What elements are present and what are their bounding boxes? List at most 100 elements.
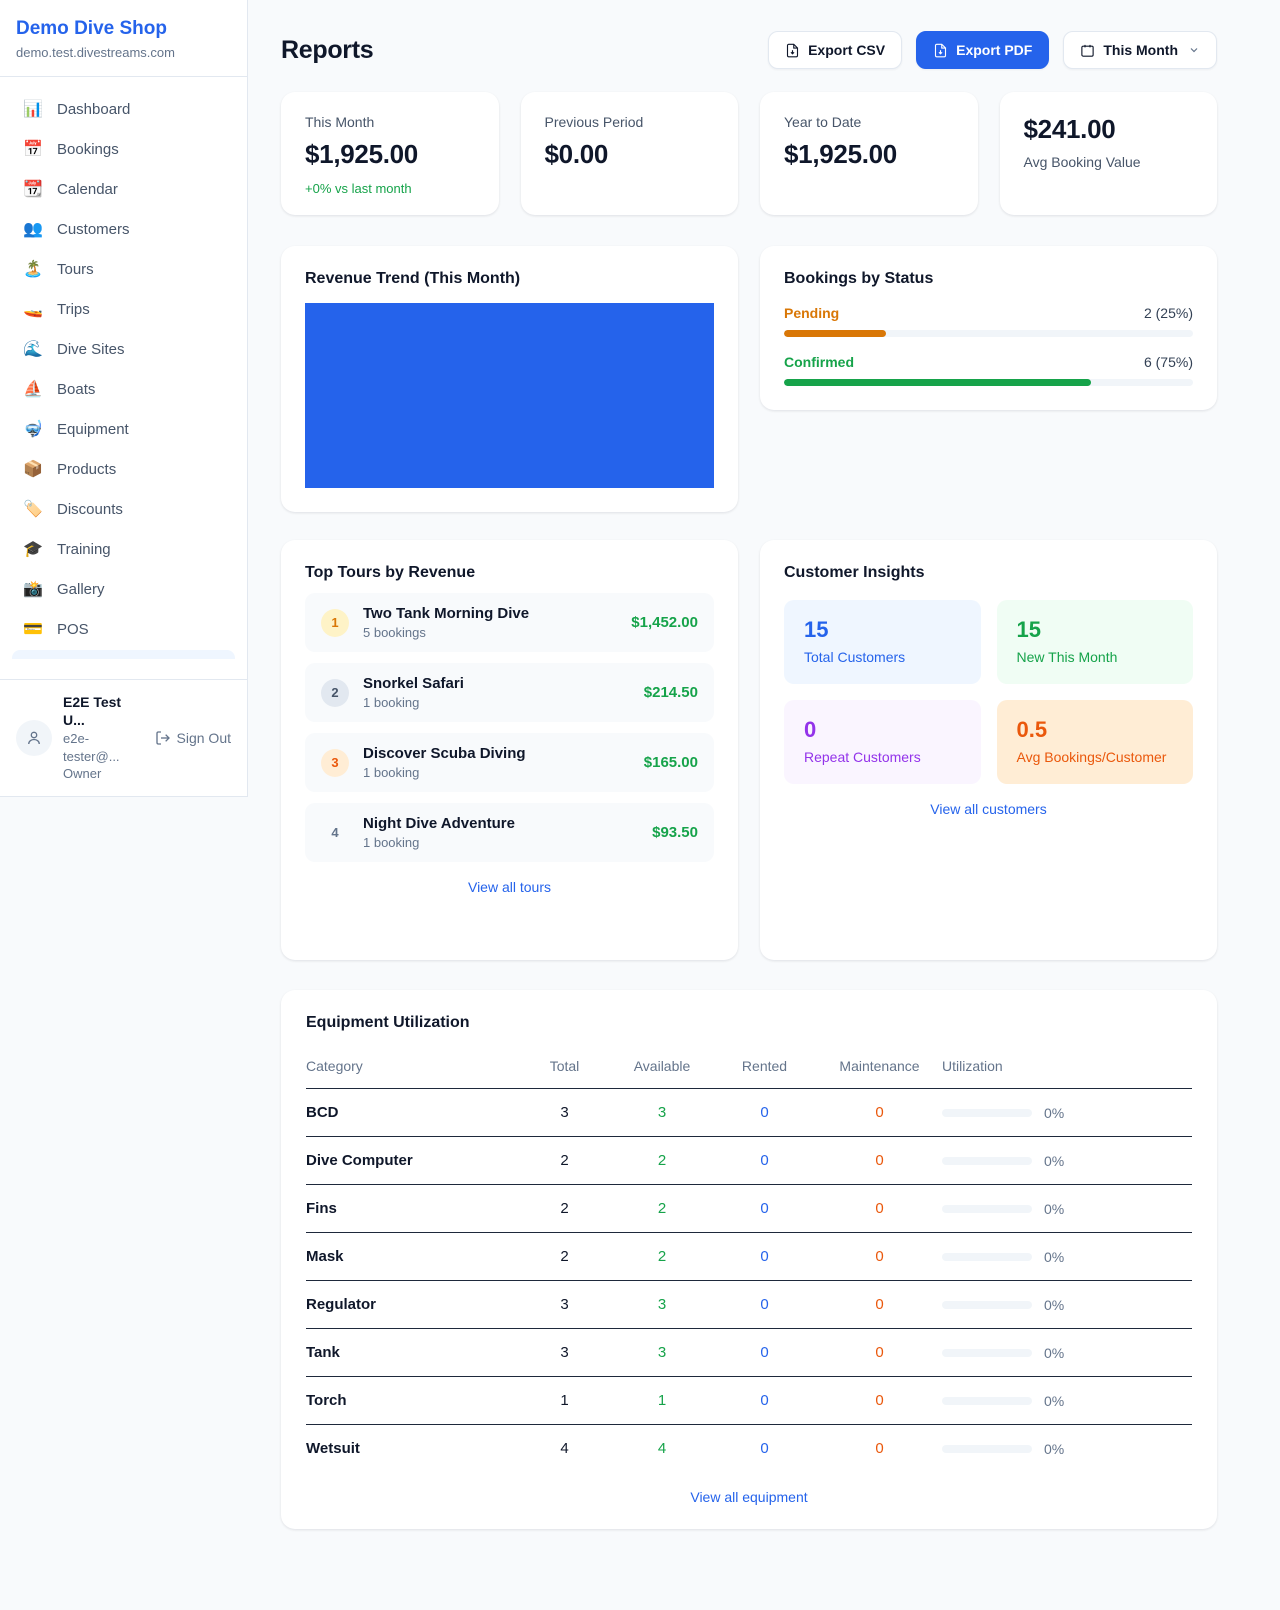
equipment-utilization-card: Equipment Utilization Category Total Ava… [281,990,1217,1529]
sidebar-item-reports-partial[interactable] [12,650,235,659]
equipment-rented: 0 [760,1392,769,1409]
table-row: Mask 2 2 0 0 0% [306,1233,1192,1281]
sidebar-item-discounts[interactable]: 🏷️ Discounts [12,489,235,529]
sidebar-item-dive-sites[interactable]: 🌊 Dive Sites [12,329,235,369]
table-row: Dive Computer 2 2 0 0 0% [306,1137,1192,1185]
sidebar-item-calendar[interactable]: 📆 Calendar [12,169,235,209]
revenue-trend-card: Revenue Trend (This Month) [281,246,738,512]
table-row: Regulator 3 3 0 0 0% [306,1281,1192,1329]
tour-bookings: 1 booking [363,765,420,780]
tour-row[interactable]: 3 Discover Scuba Diving 1 booking $165.0… [305,733,714,792]
user-info: E2E Test U... e2e-tester@... Owner [63,693,144,783]
utilization-percent: 0% [1044,1344,1065,1361]
header-actions: Export CSV Export PDF This Month [768,31,1217,69]
user-email: e2e-tester@... [63,731,120,764]
sidebar-item-label: Boats [57,380,96,398]
sidebar-item-dashboard[interactable]: 📊 Dashboard [12,89,235,129]
equipment-total: 2 [560,1248,569,1265]
insight-tile-avg-bookings: 0.5 Avg Bookings/Customer [996,700,1193,784]
insight-tile-repeat-customers: 0 Repeat Customers [784,700,981,784]
stat-value: $1,925.00 [784,139,897,169]
sidebar-item-boats[interactable]: ⛵ Boats [12,369,235,409]
calendar-icon [1081,44,1095,57]
tour-row[interactable]: 1 Two Tank Morning Dive 5 bookings $1,45… [305,593,714,652]
sidebar-item-tours[interactable]: 🏝️ Tours [12,249,235,289]
status-bar-track [784,379,1193,386]
rank-badge: 4 [331,825,339,840]
col-total: Total [549,1058,580,1074]
tour-row[interactable]: 2 Snorkel Safari 1 booking $214.50 [305,663,714,722]
tag-icon: 🏷️ [23,501,43,518]
equipment-maintenance: 0 [875,1440,884,1457]
sidebar-item-equipment[interactable]: 🤿 Equipment [12,409,235,449]
period-selector[interactable]: This Month [1063,31,1217,69]
sidebar-item-training[interactable]: 🎓 Training [12,529,235,569]
logout-icon [155,731,170,745]
sidebar-item-label: Dashboard [57,100,131,118]
equipment-available: 2 [657,1248,667,1265]
tour-row[interactable]: 4 Night Dive Adventure 1 booking $93.50 [305,803,714,862]
tour-revenue: $214.50 [643,684,698,701]
sign-out-label: Sign Out [176,729,231,746]
equipment-total: 4 [560,1440,569,1457]
export-csv-button[interactable]: Export CSV [768,31,903,69]
user-name: E2E Test U... [63,693,122,729]
equipment-category: Fins [306,1200,337,1217]
equipment-available: 4 [657,1440,667,1457]
sidebar-item-customers[interactable]: 👥 Customers [12,209,235,249]
island-icon: 🏝️ [23,261,43,278]
equipment-category: Torch [306,1392,347,1409]
sidebar-item-trips[interactable]: 🚤 Trips [12,289,235,329]
period-label: This Month [1103,42,1178,58]
view-all-tours-link[interactable]: View all tours [467,879,551,895]
status-row-confirmed: Confirmed 6 (75%) [784,354,1193,386]
view-all-customers-link[interactable]: View all customers [930,801,1047,817]
graduation-cap-icon: 🎓 [23,541,43,558]
equipment-total: 2 [560,1200,569,1217]
equipment-maintenance: 0 [875,1104,884,1121]
tour-bookings: 5 bookings [363,625,426,640]
equipment-rented: 0 [760,1200,769,1217]
utilization-percent: 0% [1044,1200,1065,1217]
stat-value: $1,925.00 [305,139,418,169]
status-count: 6 (75%) [1143,354,1193,370]
shop-name[interactable]: Demo Dive Shop [16,18,167,39]
users-icon: 👥 [23,221,43,238]
sidebar-header: Demo Dive Shop demo.test.divestreams.com [0,0,247,77]
sidebar-item-products[interactable]: 📦 Products [12,449,235,489]
table-row: Fins 2 2 0 0 0% [306,1185,1192,1233]
utilization-bar [942,1300,1032,1309]
tour-name: Snorkel Safari [363,675,464,692]
col-category: Category [306,1058,363,1074]
sidebar-item-pos[interactable]: 💳 POS [12,609,235,649]
equipment-available: 3 [657,1344,667,1361]
insight-label: Avg Bookings/Customer [1016,749,1167,765]
stat-card-previous-period: Previous Period $0.00 [520,92,738,215]
equipment-maintenance: 0 [875,1152,884,1169]
stat-label: Avg Booking Value [1023,154,1141,170]
view-all-equipment-link[interactable]: View all equipment [690,1489,808,1505]
sidebar-item-bookings[interactable]: 📅 Bookings [12,129,235,169]
dive-mask-icon: 🤿 [23,421,43,438]
equipment-available: 3 [657,1104,667,1121]
sidebar-item-label: Bookings [57,140,119,158]
package-icon: 📦 [23,461,43,478]
sign-out-button[interactable]: Sign Out [155,730,231,746]
status-row-pending: Pending 2 (25%) [784,305,1193,337]
equipment-rented: 0 [760,1344,769,1361]
status-bar-track [784,330,1193,337]
stat-card-avg-booking-value: $241.00 Avg Booking Value [999,92,1217,215]
sidebar-item-gallery[interactable]: 📸 Gallery [12,569,235,609]
shop-subdomain: demo.test.divestreams.com [16,45,175,60]
utilization-percent: 0% [1044,1152,1065,1169]
equipment-total: 3 [560,1104,569,1121]
equipment-total: 3 [560,1296,569,1313]
table-row: Torch 1 1 0 0 0% [306,1377,1192,1425]
tour-bookings: 1 booking [363,835,420,850]
sidebar-nav: 📊 Dashboard 📅 Bookings 📆 Calendar 👥 Cust… [0,77,247,679]
file-download-icon [935,43,947,57]
export-pdf-button[interactable]: Export PDF [916,31,1050,69]
utilization-bar [942,1396,1032,1405]
sailboat-icon: ⛵ [23,381,43,398]
status-label: Pending [784,305,840,321]
